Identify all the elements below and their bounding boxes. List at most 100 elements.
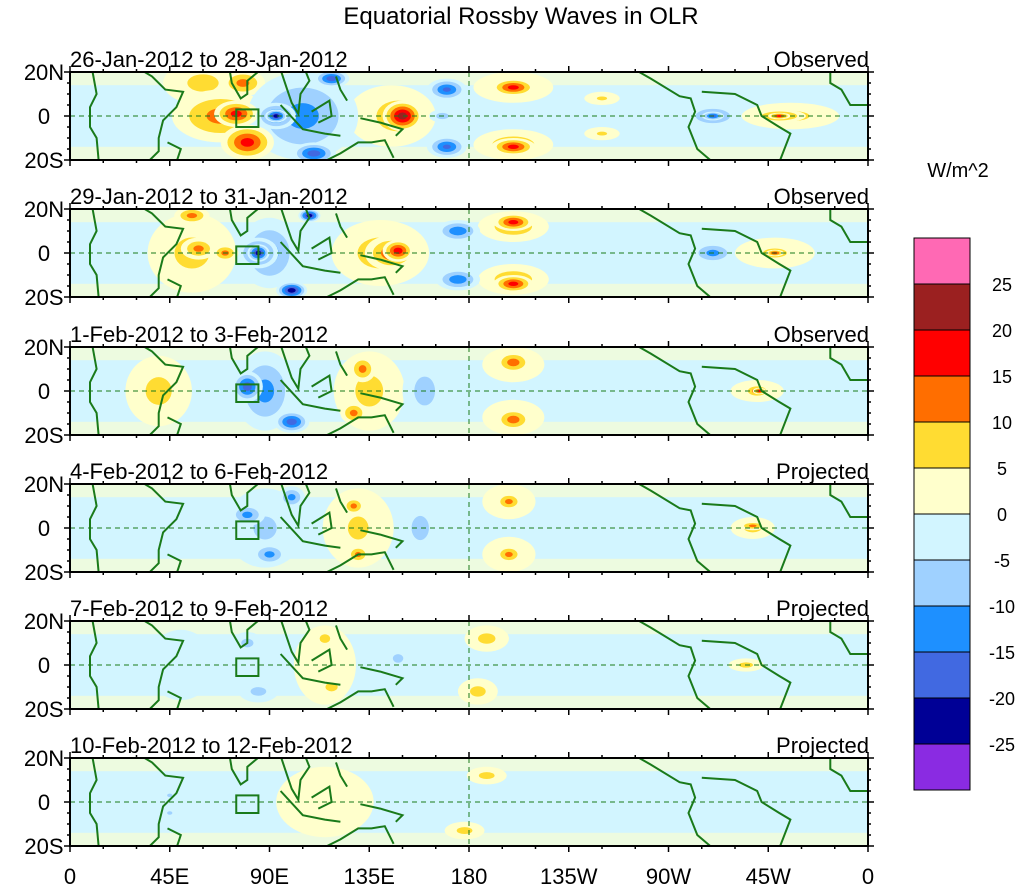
india: [228, 72, 260, 100]
india: [228, 758, 260, 786]
anomaly-contour: [508, 281, 519, 286]
new-guinea: [360, 117, 405, 137]
y-tick-label: 20S: [24, 285, 63, 310]
anomaly-contour: [250, 687, 267, 696]
australia-north: [324, 276, 395, 297]
anomaly-contour: [505, 499, 513, 505]
africa-east-coast: [142, 72, 185, 160]
map-panel-5: 20N 0 20S 7-Feb-2012 to 9-Feb-2012 Projected: [24, 596, 874, 722]
y-tick-label: 20S: [24, 834, 63, 859]
y-tick-label: 0: [38, 379, 50, 404]
anomaly-contour: [596, 131, 608, 136]
anomaly-contour: [596, 96, 608, 101]
colorbar-swatch: [913, 605, 971, 653]
anomaly-contour: [508, 220, 519, 225]
sumatra-java: [279, 516, 341, 549]
anomaly-contour: [748, 524, 757, 528]
south-america-north-coast: [701, 639, 792, 709]
australia-north: [324, 139, 395, 160]
india: [228, 621, 260, 649]
west-africa-coast: [829, 209, 868, 243]
y-tick-label: 20N: [24, 609, 64, 634]
colorbar-swatch: [913, 375, 971, 423]
colorbar-swatch: [913, 513, 971, 561]
sumatra-java: [279, 379, 341, 412]
south-america-north-coast: [701, 90, 792, 160]
west-africa-coast: [829, 72, 868, 106]
anomaly-contour: [449, 275, 467, 284]
africa-east-coast: [142, 347, 185, 435]
anomaly-contour: [392, 654, 404, 663]
colorbar-swatch: [913, 559, 971, 607]
x-tick-label: 0: [862, 864, 874, 889]
colorbar: W/m^2 25 20 15 10 5 0 -5 -10 -15 -20 -25: [913, 160, 1015, 791]
colorbar-swatch: [913, 237, 971, 285]
x-tick-label: 45E: [150, 864, 189, 889]
madagascar: [167, 690, 183, 709]
y-tick-label: 20S: [24, 148, 63, 173]
madagascar: [167, 141, 183, 160]
philippines: [335, 351, 348, 377]
anomaly-contour: [478, 633, 496, 644]
coastlines: [89, 484, 868, 572]
panel-period-label: 26-Jan-2012 to 28-Jan-2012: [70, 47, 348, 72]
panel-period-label: 7-Feb-2012 to 9-Feb-2012: [70, 596, 328, 621]
philippines: [335, 213, 348, 239]
anomaly-contour: [776, 115, 783, 117]
anomaly-contour: [397, 112, 408, 120]
region-box: [235, 657, 260, 678]
colorbar-level-label: 0: [997, 505, 1007, 525]
panel-period-label: 4-Feb-2012 to 6-Feb-2012: [70, 459, 328, 484]
y-tick-label: 20N: [24, 472, 64, 497]
y-tick-label: 0: [38, 516, 50, 541]
anomaly-contour: [326, 76, 337, 82]
anomaly-contour: [287, 288, 296, 293]
americas-west-coast: [637, 758, 712, 846]
south-america-north-coast: [701, 502, 792, 572]
africa-west-coast: [89, 621, 100, 709]
coastlines: [89, 621, 868, 709]
y-tick-label: 20S: [24, 560, 63, 585]
anomaly-contour: [507, 358, 520, 367]
colorbar-level-label: 20: [992, 321, 1012, 341]
madagascar: [167, 827, 183, 846]
colorbar-level-label: -20: [989, 689, 1015, 709]
x-tick-label: 135E: [344, 864, 395, 889]
australia-north: [324, 414, 395, 435]
africa-east-coast: [142, 621, 185, 709]
anomaly-contour: [442, 144, 451, 150]
colorbar-swatch: [913, 283, 971, 331]
region-box: [235, 520, 260, 541]
new-guinea: [360, 392, 405, 412]
panel-status-label: Projected: [776, 733, 869, 758]
borneo: [311, 373, 333, 399]
anomaly-contour: [449, 226, 467, 236]
africa-east-coast: [142, 209, 185, 297]
y-tick-label: 20N: [24, 197, 64, 222]
borneo: [311, 784, 333, 810]
anomaly-contour: [307, 150, 321, 157]
anomaly-contour: [319, 634, 331, 643]
south-america-north-coast: [701, 227, 792, 297]
anomaly-contour: [505, 551, 513, 557]
colorbar-level-label: -15: [989, 643, 1015, 663]
x-axis: 0 45E 90E 135E 180 135W 90W 45W 0: [64, 864, 874, 889]
panel-period-label: 29-Jan-2012 to 31-Jan-2012: [70, 184, 348, 209]
africa-west-coast: [89, 347, 100, 435]
x-tick-label: 0: [64, 864, 76, 889]
olr-anomaly-field: [70, 72, 868, 160]
region-box: [235, 794, 260, 815]
coastlines: [89, 347, 868, 435]
colorbar-swatch: [913, 651, 971, 699]
map-panel-2: 20N 0 20S 29-Jan-2012 to 31-Jan-2012 Observe…: [24, 184, 874, 310]
southeast-asia: [280, 209, 311, 254]
southeast-asia: [280, 758, 311, 803]
map-panel-4: 20N 0 20S 4-Feb-2012 to 6-Feb-2012 Projected: [24, 459, 874, 585]
colorbar-swatch: [913, 421, 971, 469]
anomaly-contour: [273, 114, 280, 118]
anomaly-contour: [264, 551, 275, 558]
anomaly-contour: [286, 418, 297, 426]
southeast-asia: [280, 621, 311, 666]
colorbar-level-label: 15: [992, 367, 1012, 387]
